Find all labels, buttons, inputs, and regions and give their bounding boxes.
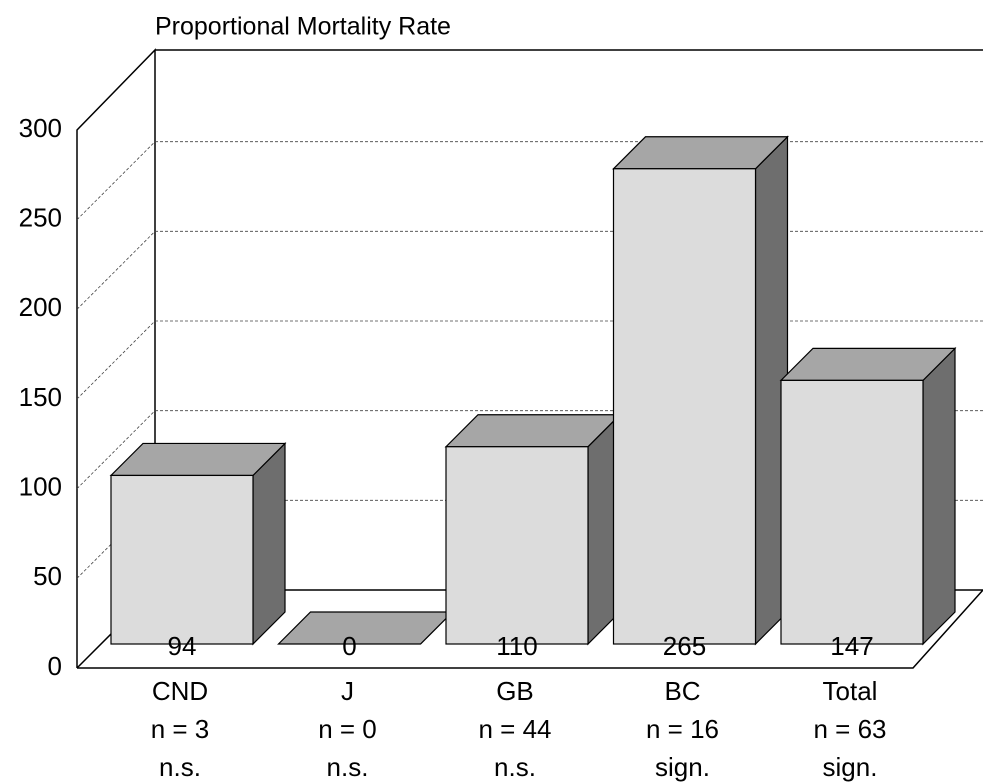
x-tick-label: n = 63 [813,714,886,744]
y-tick-label: 150 [19,382,62,412]
y-tick-label: 300 [19,113,62,143]
chart-title: Proportional Mortality Rate [155,13,451,41]
x-tick-label: n = 44 [478,714,551,744]
x-tick-label: Total [823,676,878,706]
x-tick-label: n.s. [327,752,369,782]
x-tick-label: GB [496,676,534,706]
bar-front [110,474,254,645]
x-tick-label: J [341,676,354,706]
y-tick-label: 100 [19,472,62,502]
bar-side [252,441,286,646]
y-tick-label: 200 [19,292,62,322]
x-tick-label: CND [152,676,208,706]
grid-line [76,410,156,489]
bar-top [277,611,454,645]
bar-front [445,446,589,645]
y-tick-label: 50 [33,561,62,591]
x-tick-label: n = 3 [151,714,210,744]
x-tick-label: n.s. [159,752,201,782]
x-tick-label: BC [664,676,700,706]
bar-front [780,379,924,645]
value-label: 0 [342,631,356,661]
grid-line [76,231,156,310]
y-tick-label: 250 [19,203,62,233]
grid-line [76,320,156,400]
x-tick-label: n = 16 [646,714,719,744]
bar-side [922,346,956,646]
value-label: 94 [168,631,197,661]
value-label: 265 [663,631,706,661]
x-tick-label: n.s. [494,752,536,782]
x-tick-label: sign. [655,752,710,782]
grid-line [76,141,156,220]
x-tick-label: n = 0 [318,714,377,744]
bar-front [612,168,757,645]
value-label: 110 [496,631,537,661]
value-label: 147 [830,631,873,661]
x-tick-label: sign. [823,752,878,782]
y-tick-label: 0 [48,651,62,681]
